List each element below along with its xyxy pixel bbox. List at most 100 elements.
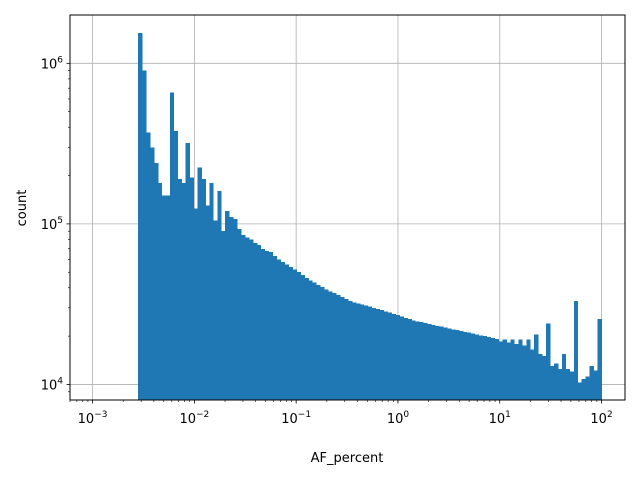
histogram-bar [526, 339, 531, 400]
y-axis: 104 105 106 [41, 55, 70, 393]
x-tick-label: 10−1 [281, 410, 311, 427]
histogram-bar [146, 132, 151, 400]
plot-frame [69, 14, 626, 401]
histogram-bar [498, 341, 503, 400]
histogram-bar [296, 272, 301, 400]
histogram-bar [268, 251, 274, 400]
histogram-bar [276, 259, 282, 400]
histogram-bar [292, 269, 297, 400]
histogram-bar [534, 334, 539, 400]
histogram-bar [522, 345, 527, 400]
histogram-bar [153, 162, 159, 400]
histogram-bar [581, 379, 587, 400]
histogram-bar [221, 231, 226, 400]
histogram-bar [490, 337, 495, 400]
histogram-bar [474, 334, 480, 400]
histogram-bar [252, 243, 258, 400]
histogram-bar [225, 211, 230, 400]
histogram-bar [502, 339, 507, 400]
histogram-bar [550, 366, 555, 400]
histogram-bar [320, 286, 325, 400]
histogram-bar [577, 382, 583, 400]
histogram-bar [363, 305, 369, 400]
histogram-bar [316, 285, 321, 400]
histogram-bar [348, 301, 353, 400]
histogram-bar [486, 337, 491, 400]
histogram-bar [340, 297, 345, 400]
histogram-bar [466, 332, 472, 400]
histogram-bar [260, 248, 266, 400]
histogram-bar [142, 70, 147, 400]
histogram-bar [233, 219, 238, 400]
histogram-bar [585, 376, 591, 400]
histogram-bar [597, 319, 602, 400]
histogram-bar [351, 302, 357, 400]
histogram-bar [213, 220, 218, 400]
histogram-bar [280, 261, 286, 400]
histogram-bar [399, 316, 404, 400]
histogram-bar [542, 356, 547, 400]
histogram-bar [367, 306, 373, 400]
histogram-bar [482, 336, 488, 400]
histogram-bar [312, 282, 317, 400]
histogram-bar [411, 320, 416, 400]
histogram-bar [165, 195, 171, 400]
histogram-bar [304, 278, 309, 400]
histogram-bar [403, 317, 408, 400]
histogram-bar [383, 311, 388, 400]
histogram-bar [185, 142, 190, 400]
histogram-bar [375, 309, 381, 400]
histogram-bar [573, 301, 579, 400]
histogram-bar [569, 371, 575, 400]
x-tick-label: 101 [489, 410, 511, 427]
histogram-bar [379, 310, 385, 400]
histogram-bar [245, 237, 250, 400]
histogram-bar [458, 331, 464, 400]
histogram-bar [217, 191, 222, 400]
histogram-bar [138, 32, 143, 401]
histogram-bar [264, 250, 270, 400]
histogram-bar [355, 303, 361, 400]
histogram-bar [272, 256, 278, 400]
histogram-bar [431, 324, 436, 400]
histogram-bar [427, 323, 432, 400]
histogram-bar [546, 323, 551, 400]
histogram-bar [249, 239, 254, 400]
histogram-bar [387, 312, 392, 400]
histogram-bar [332, 293, 337, 400]
y-tick-label: 104 [41, 376, 64, 393]
histogram-bar [308, 280, 313, 400]
histogram-bar [237, 228, 242, 400]
histogram-bar [454, 330, 460, 400]
histogram-bar [288, 266, 293, 400]
histogram-bar [336, 295, 341, 400]
histogram-bar [173, 130, 179, 401]
x-axis-label: AF_percent [311, 451, 384, 466]
histogram-bar [518, 339, 523, 400]
histogram-bar [415, 321, 420, 400]
histogram-bar [514, 344, 519, 400]
x-tick-label: 10−3 [78, 410, 108, 427]
histogram-bar [470, 333, 476, 400]
histogram-bar [157, 182, 163, 400]
histogram-bar [407, 319, 412, 400]
histogram-bar [181, 182, 186, 400]
histogram-bar [324, 289, 329, 400]
histogram-bar [423, 323, 428, 400]
histogram-bar [169, 92, 175, 400]
histogram-bar [193, 208, 198, 400]
histogram-bar [359, 304, 365, 400]
y-axis-label: count [15, 190, 30, 227]
histogram-bar [554, 363, 559, 400]
histogram-bar [530, 349, 535, 400]
x-tick-label: 100 [387, 410, 410, 427]
histogram-bar [328, 291, 333, 400]
histogram-bar [439, 326, 444, 400]
histogram-bar [391, 313, 396, 400]
histogram-bar [205, 205, 210, 400]
histogram-bar [478, 335, 484, 400]
histogram-bar [510, 339, 515, 400]
histogram-bar [395, 315, 400, 400]
histogram-bar [557, 368, 563, 400]
